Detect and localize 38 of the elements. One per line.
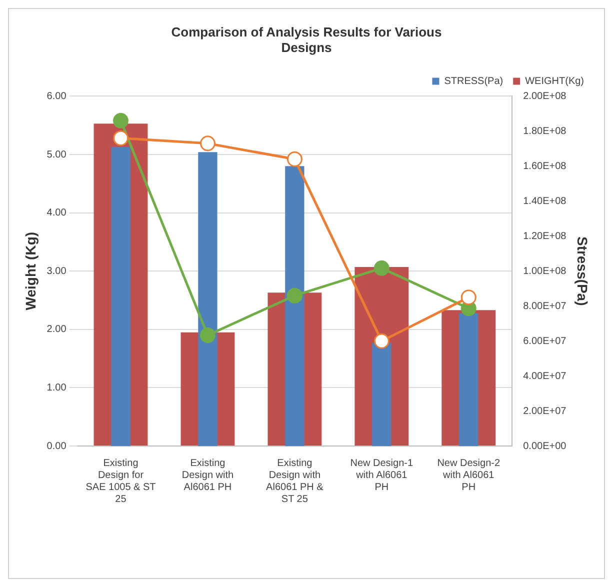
y2-tick-label: 4.00E+07 [523,370,567,382]
bar [372,342,392,446]
y-axis-title: Weight (Kg) [22,232,38,310]
point [286,151,302,167]
legend-label: STRESS(Pa) [444,76,504,87]
y2-tick-label: 2.00E+07 [523,406,567,417]
point [200,327,216,343]
x-tick-label: New Design-1 with Al6061 PH [350,458,414,493]
point [200,136,216,152]
y-tick-label: 0.00 [46,440,67,452]
point [374,333,390,349]
y2-axis-title: Stress(Pa) [574,236,591,306]
y-tick-label: 4.00 [46,208,67,219]
legend-label: WEIGHT(Kg) [525,76,584,87]
y2-tick-label: 8.00E+07 [523,300,567,312]
y2-tick-label: 0.00E+00 [523,440,567,452]
y2-tick-label: 1.40E+08 [523,196,567,207]
y2-tick-label: 6.00E+07 [523,336,567,347]
y-tick-label: 3.00 [46,266,67,277]
point [374,260,390,276]
point [112,130,128,146]
y2-tick-label: 1.80E+08 [523,126,567,137]
y2-tick-label: 1.20E+08 [523,230,567,242]
point [112,112,128,128]
x-tick-label: Existing Design with Al6061 PH & ST 25 [266,458,324,505]
point [286,288,302,304]
point [460,290,476,306]
y-tick-label: 6.00 [46,90,67,102]
y2-tick-label: 1.00E+08 [523,266,567,277]
y2-tick-label: 2.00E+08 [523,90,567,102]
x-tick-label: New Design-2 with Al6061 PH [437,458,500,493]
y2-tick-label: 1.60E+08 [523,160,567,172]
x-tick-label: Existing Design with Al6061 PH [182,458,234,493]
y-tick-label: 5.00 [46,149,67,160]
x-tick-label: Existing Design for SAE 1005 & ST 25 [86,458,156,505]
chart-title: Comparison of Analysis Results for Various Designs [171,24,442,55]
y-tick-label: 1.00 [46,382,67,394]
y-tick-label: 2.00 [46,324,67,336]
